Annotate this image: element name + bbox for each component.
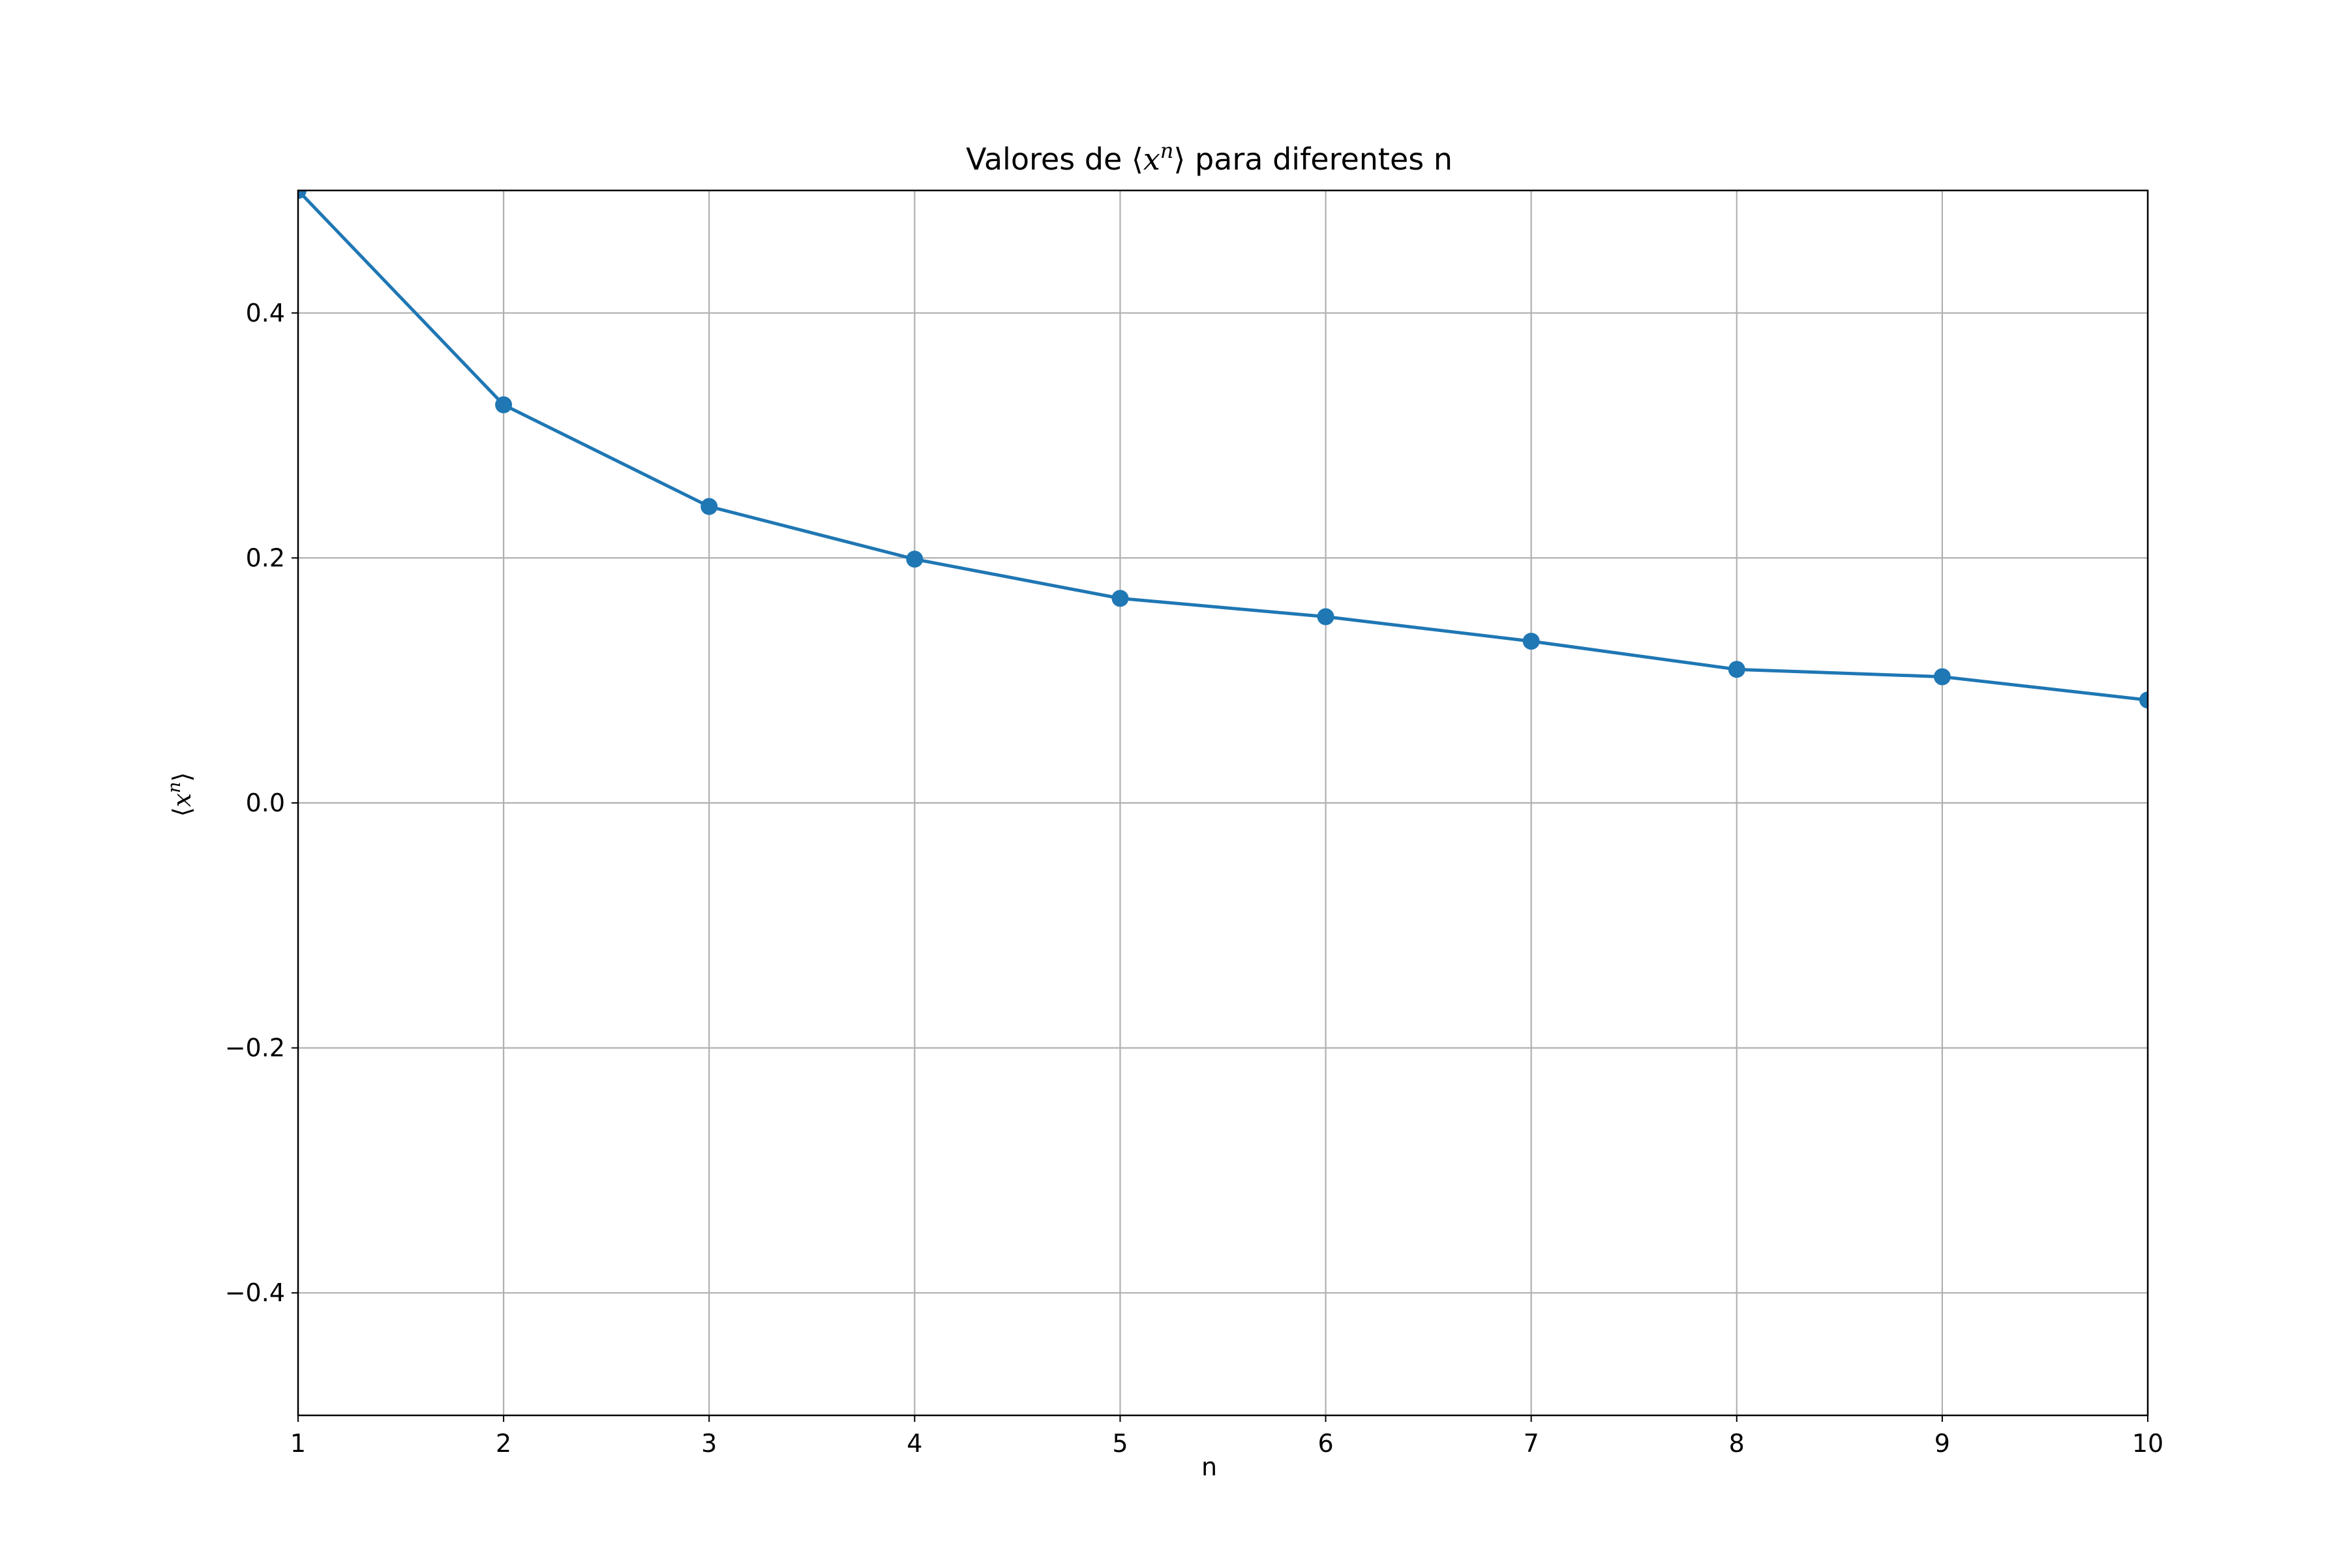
data-point: [906, 550, 924, 568]
x-tick-label: 1: [290, 1429, 306, 1458]
data-point: [700, 498, 718, 515]
x-axis-label: n: [1201, 1453, 1217, 1481]
data-point: [495, 396, 513, 414]
x-tick-label: 3: [701, 1429, 717, 1458]
x-tick-label: 9: [1934, 1429, 1950, 1458]
y-tick-label: 0.2: [246, 543, 285, 572]
y-tick-label: −0.4: [225, 1278, 285, 1307]
series-line: [298, 190, 2148, 702]
x-tick-label: 2: [496, 1429, 511, 1458]
y-tick-label: 0.4: [246, 299, 285, 327]
data-point: [298, 190, 307, 199]
x-tick-label: 8: [1729, 1429, 1745, 1458]
y-tick-label: 0.0: [246, 789, 285, 817]
x-tick-label: 7: [1524, 1429, 1539, 1458]
axis-ticks: 1 2 3 4 5 6 7 8 9 10 −0.4 −0.2 0.0 0.2 0.4: [225, 299, 2163, 1458]
data-point: [1933, 668, 1951, 686]
x-tick-label: 5: [1112, 1429, 1128, 1458]
data-point: [1317, 608, 1334, 626]
series-layer: [298, 190, 2148, 709]
data-point: [1728, 661, 1745, 678]
x-tick-label: 4: [907, 1429, 922, 1458]
y-tick-label: −0.2: [225, 1034, 285, 1063]
grid-lines: [297, 190, 2149, 1415]
data-point: [1111, 590, 1129, 607]
x-tick-label: 6: [1317, 1429, 1333, 1458]
data-point: [1522, 633, 1540, 650]
y-axis-label: ⟨xn⟩: [164, 772, 196, 817]
data-point: [2139, 691, 2148, 709]
x-tick-label: 10: [2132, 1429, 2163, 1458]
chart-title: Valores de ⟨xn⟩ para diferentes n: [966, 138, 1452, 177]
